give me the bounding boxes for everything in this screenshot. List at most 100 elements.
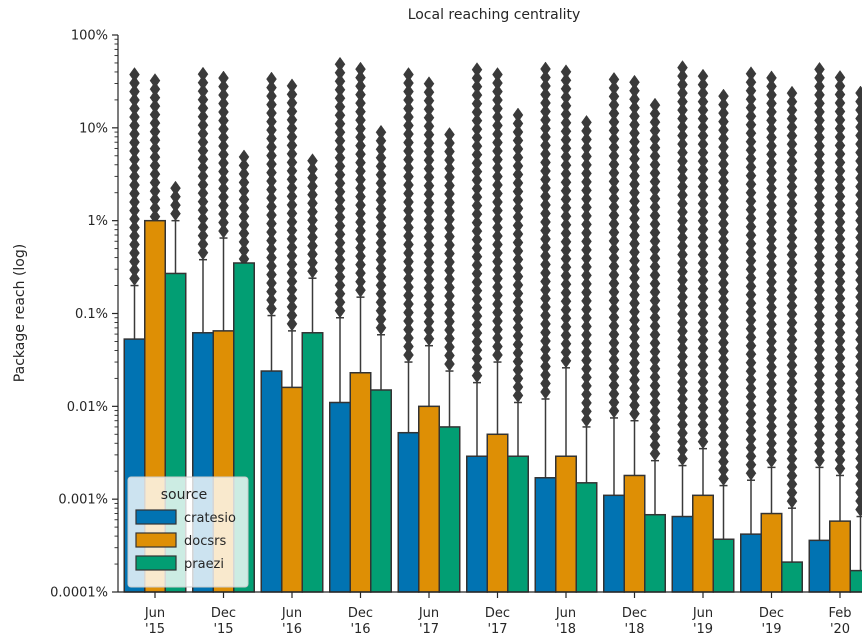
outlier-point [266, 71, 277, 87]
outlier-point [286, 307, 298, 323]
outlier-point [677, 323, 688, 339]
x-tick-label-line2: '18 [556, 622, 576, 637]
bar [740, 533, 762, 593]
outlier-point [718, 394, 729, 410]
outlier-point [471, 96, 483, 112]
outlier-point [608, 378, 620, 393]
outlier-point [512, 362, 524, 378]
outlier-point [129, 135, 140, 150]
outlier-point [492, 177, 503, 193]
outlier-point [697, 264, 709, 280]
outlier-point [266, 292, 277, 308]
outlier-point [834, 87, 846, 102]
outlier-point [608, 335, 620, 351]
outlier-point [814, 155, 825, 171]
outlier-point [307, 238, 318, 254]
outlier-point [540, 95, 551, 111]
outlier-point [629, 210, 640, 226]
bar [575, 482, 598, 593]
outlier-point [649, 369, 661, 385]
outlier-point [423, 220, 435, 236]
outlier-point [581, 276, 592, 292]
outlier-point [375, 252, 387, 268]
outlier-point [540, 240, 551, 255]
outlier-point [129, 169, 140, 184]
outlier-point [786, 357, 798, 373]
outlier-point [149, 158, 161, 174]
outlier-point [786, 408, 798, 424]
legend-swatch [135, 532, 177, 548]
outlier-point [718, 114, 729, 130]
outlier-point [512, 226, 524, 242]
outlier-point [266, 165, 277, 180]
outlier-point [697, 340, 709, 356]
outlier-point [423, 195, 435, 211]
outlier-point [697, 366, 709, 382]
outlier-point [718, 250, 729, 266]
outlier-point [834, 257, 846, 272]
outlier-point [745, 117, 757, 133]
outlier-point [218, 70, 229, 86]
outlier-point [403, 177, 414, 193]
outlier-point [423, 229, 435, 245]
outlier-point [697, 77, 709, 93]
outlier-point [608, 114, 620, 130]
outlier-point [677, 332, 688, 348]
outlier-point [492, 126, 503, 142]
outlier-point [814, 70, 825, 86]
outlier-point [677, 213, 688, 229]
outlier-point [129, 203, 140, 218]
outlier-point [540, 70, 551, 85]
x-tick-label-line2: '15 [145, 622, 165, 637]
outlier-point [814, 121, 825, 137]
outlier-point [375, 294, 387, 310]
outlier-point [766, 189, 777, 205]
outlier-point [814, 274, 825, 290]
outlier-point [745, 236, 757, 252]
outlier-point [766, 333, 777, 349]
outlier-point [629, 219, 640, 235]
outlier-point [355, 180, 366, 196]
outlier-point [649, 284, 661, 300]
outlier-point [581, 352, 592, 368]
outlier-point [444, 263, 455, 278]
outlier-point [697, 204, 709, 220]
outlier-point [149, 124, 161, 140]
outlier-point [766, 129, 777, 145]
outlier-point [834, 70, 846, 85]
outlier-point [581, 403, 592, 419]
outlier-point [286, 214, 298, 230]
outlier-point [745, 100, 757, 116]
outlier-point [492, 152, 503, 167]
outlier-point [718, 199, 729, 215]
outlier-point [266, 97, 277, 112]
outlier-point [492, 143, 503, 159]
outlier-point [608, 344, 620, 359]
outlier-point [149, 115, 161, 131]
y-axis-label: Package reach (log) [12, 244, 28, 382]
outlier-point [540, 342, 551, 357]
outlier-point [334, 201, 346, 217]
whisker-layer [130, 219, 862, 571]
outlier-point [129, 67, 140, 82]
outlier-point [423, 280, 435, 296]
outlier-point [581, 225, 592, 241]
outlier-point [471, 79, 483, 95]
x-tick-label: Dec '18 [622, 606, 647, 637]
outlier-point [649, 420, 661, 436]
outlier-point [266, 182, 277, 197]
outlier-point [334, 226, 346, 242]
outlier-point [745, 355, 757, 371]
outlier-point [492, 118, 503, 133]
outlier-point [492, 160, 503, 176]
outlier-point [608, 395, 620, 410]
outlier-point [444, 161, 455, 176]
outlier-point [375, 226, 387, 242]
outlier-point [307, 204, 318, 220]
legend-title: source [161, 487, 208, 503]
outlier-point [649, 403, 661, 419]
outlier-point [334, 286, 346, 302]
outlier-point [218, 181, 229, 196]
outlier-point [512, 235, 524, 250]
